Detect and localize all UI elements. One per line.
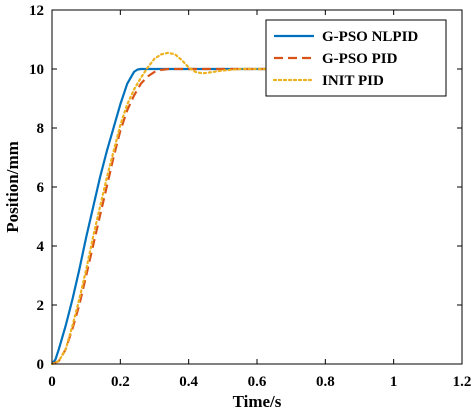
- y-tick-label: 10: [29, 62, 44, 78]
- y-tick-label: 6: [37, 180, 45, 196]
- series-line-3: [50, 51, 276, 366]
- legend-label: G-PSO PID: [322, 51, 398, 67]
- x-tick-label: 0.2: [111, 374, 130, 390]
- legend: G-PSO NLPID G-PSO PID INIT PID: [265, 19, 447, 97]
- x-tick-label: 0.8: [316, 374, 335, 390]
- x-tick-label: 1: [390, 374, 398, 390]
- series-layer: [50, 51, 276, 366]
- series-line-1: [51, 67, 275, 365]
- y-tick-label: 4: [37, 239, 45, 255]
- y-tick-label: 0: [37, 357, 45, 373]
- series-line-2: [51, 67, 275, 366]
- y-tick-label: 12: [29, 3, 44, 19]
- y-tick-label: 8: [37, 121, 45, 137]
- x-tick-label: 0.6: [248, 374, 267, 390]
- legend-label: G-PSO NLPID: [322, 29, 418, 45]
- x-tick-label: 0.4: [179, 374, 198, 390]
- y-tick-label: 2: [37, 298, 45, 314]
- x-tick-label: 1.2: [453, 374, 472, 390]
- y-axis-label: Position/mm: [3, 141, 22, 233]
- x-tick-label: 0: [48, 374, 56, 390]
- legend-label: INIT PID: [322, 73, 384, 89]
- x-axis-label: Time/s: [233, 392, 282, 411]
- ticks-layer: 0 0.2 0.4 0.6 0.8 1 1.2 0 2 4 6 8 10 12: [29, 3, 471, 390]
